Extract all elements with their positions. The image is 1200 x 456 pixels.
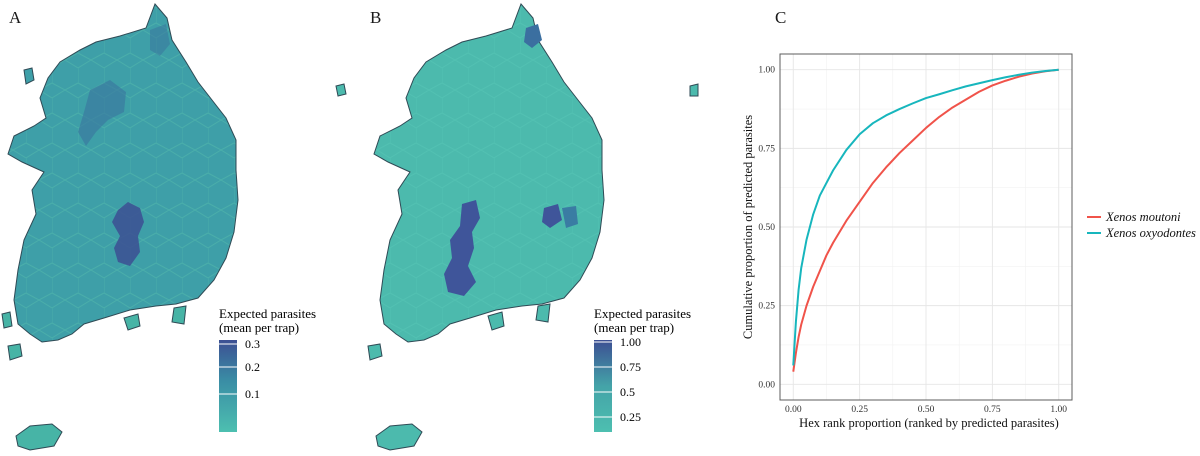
island-a-3 xyxy=(7,343,23,361)
hotspot-b-east2 xyxy=(562,206,578,228)
chart-ticks: 0.00 0.00 0.25 0.25 0.50 0.50 0.75 0.75 1.00 1.00 xyxy=(758,66,1067,415)
legend-label-moutoni: Xenos moutoni xyxy=(1105,210,1181,224)
legend-a-tick-2: 0.1 xyxy=(245,387,260,401)
legend-panel-b: Expected parasites (mean per trap) 1.00 … xyxy=(594,306,691,432)
map-panel-a xyxy=(1,3,239,451)
legend-panel-a: Expected parasites (mean per trap) 0.3 0… xyxy=(219,306,316,432)
map-panel-b xyxy=(335,3,699,451)
chart-x-axis-title: Hex rank proportion (ranked by predicted… xyxy=(799,416,1059,430)
legend-b-tick-0: 1.00 xyxy=(620,335,641,349)
legend-label-oxyodontes: Xenos oxyodontes xyxy=(1105,226,1196,240)
x-tick-label: 1.00 xyxy=(1050,405,1067,415)
x-tick-label: 0.75 xyxy=(984,405,1001,415)
y-tick-label: 0.50 xyxy=(758,223,775,233)
jeju-a xyxy=(15,423,63,451)
y-tick-label: 0.00 xyxy=(758,380,775,390)
legend-b-title-2: (mean per trap) xyxy=(594,320,674,335)
chart-series xyxy=(792,68,1059,372)
island-b-1 xyxy=(335,83,347,97)
chart-plot-border xyxy=(779,53,1073,401)
legend-b-colorbar xyxy=(594,340,612,432)
chart-legend: Xenos moutoni Xenos oxyodontes xyxy=(1087,210,1196,240)
series-line-moutoni xyxy=(792,68,1059,372)
island-b-4 xyxy=(487,311,505,331)
hotspot-b-northeast xyxy=(524,24,542,48)
y-tick-label: 0.25 xyxy=(758,302,775,312)
legend-a-title-1: Expected parasites xyxy=(219,306,316,321)
hotspot-a-south xyxy=(112,202,144,266)
chart-y-axis-title: Cumulative proportion of predicted paras… xyxy=(741,115,755,339)
hotspot-b-east xyxy=(542,204,562,228)
island-a-2 xyxy=(1,311,13,329)
chart-grid xyxy=(780,54,1072,400)
korea-mainland-b xyxy=(373,3,605,343)
panel-letter-c: C xyxy=(775,8,787,27)
legend-a-tick-0: 0.3 xyxy=(245,337,260,351)
legend-a-colorbar xyxy=(219,340,237,432)
legend-a-title-2: (mean per trap) xyxy=(219,320,299,335)
legend-b-tick-1: 0.75 xyxy=(620,360,641,374)
korea-mainland-a xyxy=(7,3,239,343)
y-tick-label: 0.75 xyxy=(758,144,775,154)
x-tick-label: 0.00 xyxy=(785,405,802,415)
hotspot-a-north xyxy=(78,80,126,146)
legend-b-tick-2: 0.5 xyxy=(620,385,635,399)
series-line-oxyodontes xyxy=(792,68,1059,366)
x-tick-label: 0.25 xyxy=(851,405,868,415)
island-a-5 xyxy=(171,305,187,325)
panel-letter-a: A xyxy=(9,8,22,27)
y-tick-label: 1.00 xyxy=(758,66,775,76)
chart-panel-c: 0.00 0.00 0.25 0.25 0.50 0.50 0.75 0.75 1.00 1.00… xyxy=(741,53,1196,430)
panel-letter-b: B xyxy=(370,8,382,27)
legend-b-title-1: Expected parasites xyxy=(594,306,691,321)
island-b-2 xyxy=(689,83,699,97)
legend-b-tick-3: 0.25 xyxy=(620,410,641,424)
hotspot-b-south xyxy=(444,200,480,296)
island-b-3 xyxy=(367,343,383,361)
island-a-4 xyxy=(123,313,141,331)
jeju-b xyxy=(375,423,423,451)
x-tick-label: 0.50 xyxy=(918,405,935,415)
hotspot-a-east xyxy=(150,24,170,56)
legend-a-tick-1: 0.2 xyxy=(245,360,260,374)
island-a-1 xyxy=(23,67,35,85)
island-b-5 xyxy=(535,303,551,323)
